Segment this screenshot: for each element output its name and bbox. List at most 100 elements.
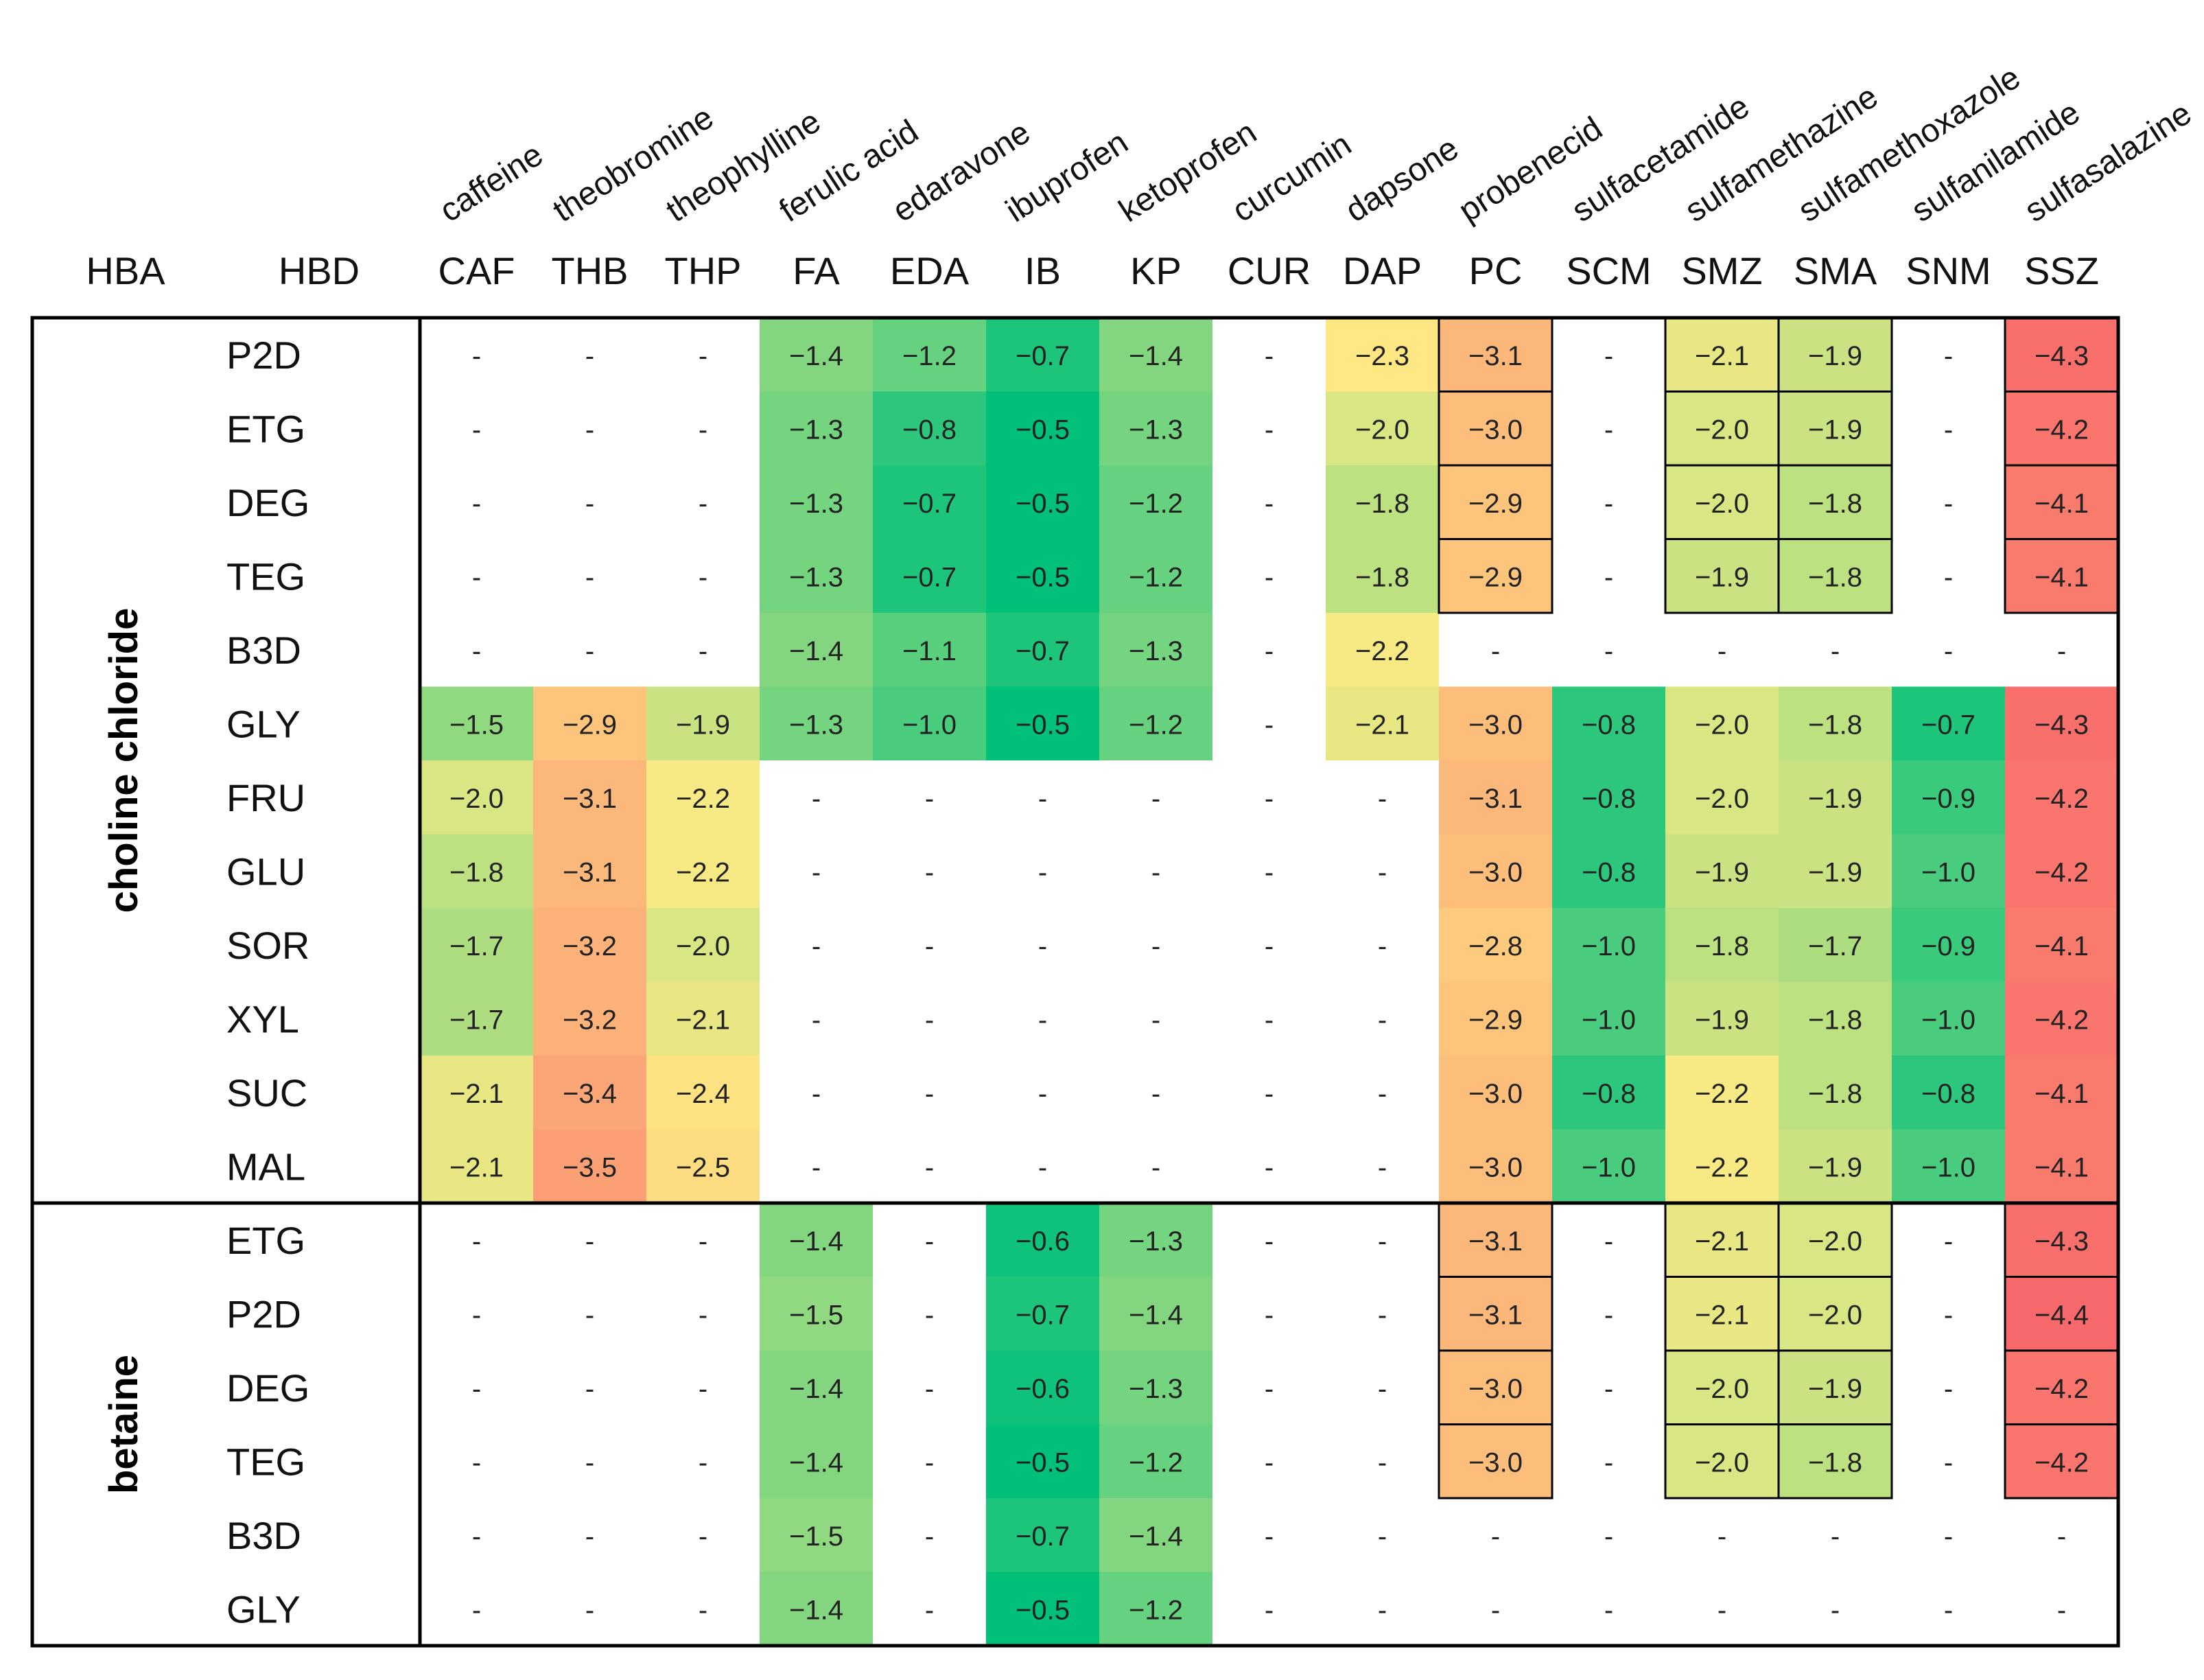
missing-value: -	[1378, 1595, 1387, 1625]
cell-value: −2.0	[1695, 1374, 1749, 1404]
missing-value: -	[585, 1300, 594, 1330]
cell-value: −2.0	[449, 784, 504, 814]
heatmap-cell	[1779, 1203, 1892, 1277]
missing-value: -	[1265, 415, 1274, 445]
heatmap-cell	[1665, 908, 1779, 982]
missing-value: -	[472, 1521, 481, 1552]
cell-value: −2.1	[1355, 710, 1409, 740]
missing-value: -	[1491, 1521, 1500, 1552]
missing-value: -	[1378, 931, 1387, 961]
column-headers: HBA HBD CAFcaffeineTHBtheobromineTHPtheoph…	[86, 59, 2198, 292]
cell-value: −1.8	[1355, 562, 1409, 592]
heatmap-cell	[1665, 760, 1779, 835]
missing-value: -	[472, 636, 481, 666]
row-hbd-label: GLY	[226, 1587, 301, 1631]
cell-value: −1.9	[1695, 1005, 1749, 1035]
heatmap-cell	[533, 1055, 646, 1130]
cell-value: −2.1	[449, 1152, 504, 1182]
column-abbr: CAF	[438, 249, 515, 292]
missing-value: -	[1604, 1226, 1613, 1257]
heatmap-cell	[1552, 834, 1665, 908]
missing-value: -	[472, 489, 481, 519]
missing-value: -	[1265, 784, 1274, 814]
cell-value: −2.0	[1695, 415, 1749, 445]
cell-value: −3.2	[563, 931, 617, 961]
heatmap-cell	[1779, 1424, 1892, 1498]
heatmap-cell	[1552, 1055, 1665, 1130]
heatmap-cell	[1892, 1129, 2005, 1203]
cell-value: −1.4	[789, 1374, 843, 1404]
heatmap-cell	[873, 686, 986, 760]
cell-value: −2.0	[1355, 415, 1409, 445]
cell-value: −0.8	[902, 415, 957, 445]
heatmap-cell	[1892, 908, 2005, 982]
cell-value: −1.4	[789, 636, 843, 666]
missing-value: -	[1944, 636, 1953, 666]
heatmap-cell	[1552, 908, 1665, 982]
missing-value: -	[1944, 489, 1953, 519]
cell-value: −1.8	[1695, 931, 1749, 961]
heatmap-cell	[986, 686, 1099, 760]
row-hbd-label: P2D	[226, 1292, 301, 1335]
cell-value: −1.3	[789, 710, 843, 740]
column-abbr: FA	[793, 249, 840, 292]
heatmap-cell	[1892, 981, 2005, 1055]
heatmap-cell	[1439, 465, 1552, 539]
cell-value: −4.2	[2035, 784, 2089, 814]
cell-value: −2.9	[1468, 1005, 1523, 1035]
cell-value: −4.2	[2035, 1447, 2089, 1478]
cell-value: −3.0	[1468, 1374, 1523, 1404]
cell-value: −0.5	[1016, 1595, 1070, 1625]
heatmap-cell	[1665, 1055, 1779, 1130]
cell-value: −2.0	[1808, 1300, 1862, 1330]
missing-value: -	[472, 1226, 481, 1257]
heatmap-cell	[533, 981, 646, 1055]
cell-value: −1.4	[789, 341, 843, 371]
row-hbd-label: DEG	[226, 481, 309, 524]
cell-value: −2.8	[1468, 931, 1523, 961]
missing-value: -	[1944, 415, 1953, 445]
missing-value: -	[1151, 1079, 1160, 1109]
cell-value: −4.1	[2035, 931, 2089, 961]
cell-value: −4.3	[2035, 341, 2089, 371]
heatmap-cell	[986, 1498, 1099, 1572]
cell-value: −0.6	[1016, 1374, 1070, 1404]
missing-value: -	[1378, 1521, 1387, 1552]
column-abbr: PC	[1469, 249, 1523, 292]
missing-value: -	[1944, 1447, 1953, 1478]
heatmap-cell	[533, 760, 646, 835]
missing-value: -	[1378, 1226, 1387, 1257]
cell-value: −2.4	[676, 1079, 730, 1109]
heatmap-cell	[1665, 1203, 1779, 1277]
cell-value: −0.7	[902, 489, 957, 519]
cell-value: −3.0	[1468, 1079, 1523, 1109]
cell-value: −2.1	[1695, 1300, 1749, 1330]
cell-value: −0.5	[1016, 489, 1070, 519]
cell-value: −1.3	[1129, 1374, 1183, 1404]
missing-value: -	[2057, 636, 2066, 666]
cell-value: −3.0	[1468, 857, 1523, 887]
heatmap-cell	[2005, 318, 2118, 392]
heatmap-cell	[1779, 1055, 1892, 1130]
missing-value: -	[1265, 1005, 1274, 1035]
heatmap-cell	[2005, 1129, 2118, 1203]
cell-value: −4.2	[2035, 1374, 2089, 1404]
missing-value: -	[1265, 1079, 1274, 1109]
cell-value: −0.7	[1016, 636, 1070, 666]
cell-value: −3.2	[563, 1005, 617, 1035]
cell-value: −3.1	[563, 784, 617, 814]
missing-value: -	[1944, 1300, 1953, 1330]
cell-value: −1.0	[1921, 1152, 1976, 1182]
missing-value: -	[1265, 1595, 1274, 1625]
heatmap-cell	[2005, 391, 2118, 465]
cell-value: −2.2	[1695, 1079, 1749, 1109]
column-drug-name: caffeine	[434, 137, 550, 230]
row-hbd-label: FRU	[226, 776, 305, 819]
cell-value: −4.2	[2035, 1005, 2089, 1035]
missing-value: -	[925, 1300, 934, 1330]
cell-value: −1.0	[1582, 1005, 1636, 1035]
cell-value: −4.1	[2035, 1152, 2089, 1182]
heatmap-cell	[1665, 465, 1779, 539]
missing-value: -	[699, 1447, 707, 1478]
boxed-cell-outline	[1777, 538, 1893, 614]
